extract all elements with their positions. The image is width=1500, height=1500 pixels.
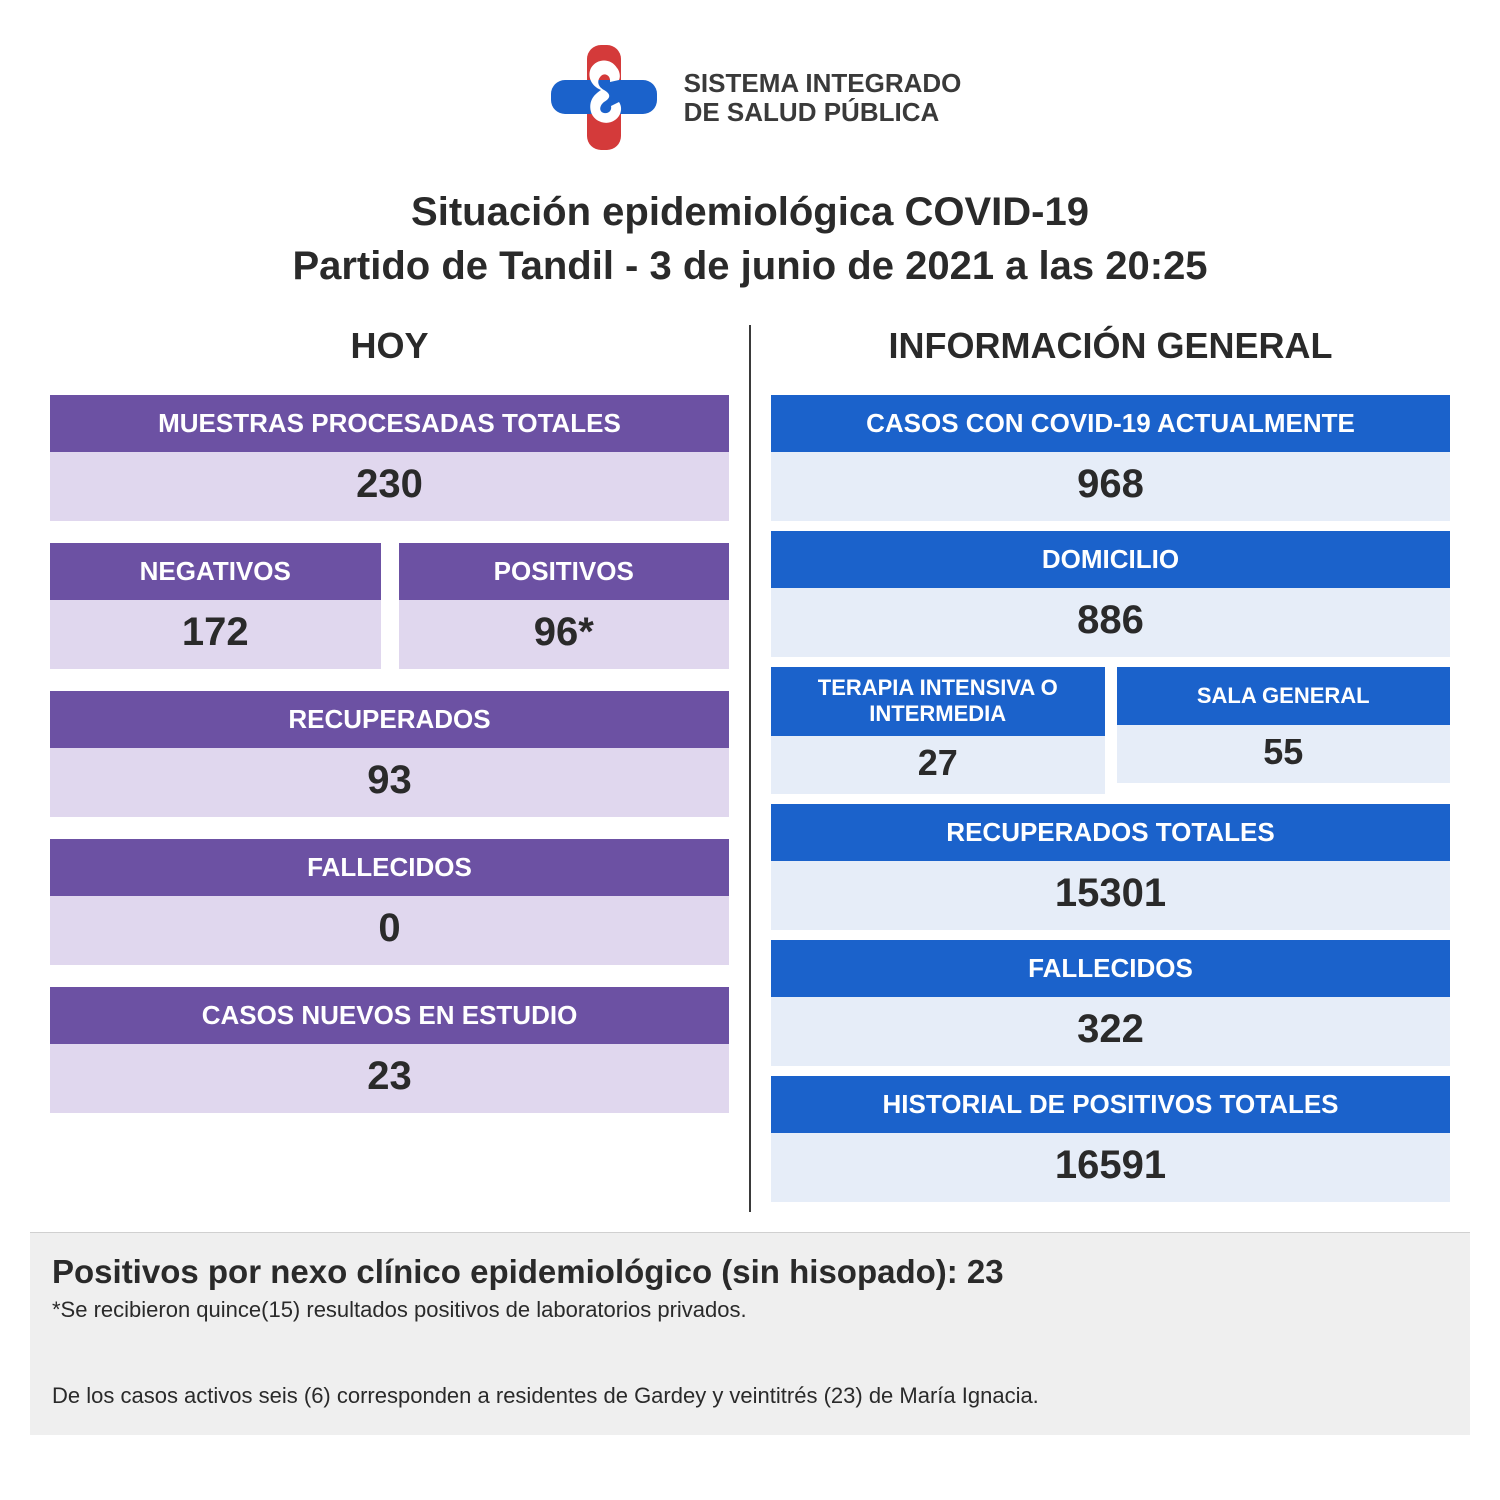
stat-hospital-pair: TERAPIA INTENSIVA O INTERMEDIA 27 SALA G… [771,667,1450,794]
stats-columns: HOY MUESTRAS PROCESADAS TOTALES 230 NEGA… [30,325,1470,1212]
stat-home: DOMICILIO 886 [771,531,1450,657]
footer-notes: Positivos por nexo clínico epidemiológic… [30,1232,1470,1435]
title-line2: Partido de Tandil - 3 de junio de 2021 a… [30,239,1470,293]
stat-neg-pos-pair: NEGATIVOS 172 POSITIVOS 96* [50,543,729,669]
stat-total-deaths-label: FALLECIDOS [771,940,1450,997]
stat-positives-label: POSITIVOS [399,543,730,600]
stat-recovered-value: 93 [50,748,729,817]
stat-icu: TERAPIA INTENSIVA O INTERMEDIA 27 [771,667,1105,794]
stat-total-recovered: RECUPERADOS TOTALES 15301 [771,804,1450,930]
stat-processed: MUESTRAS PROCESADAS TOTALES 230 [50,395,729,521]
stat-general-ward-value: 55 [1117,725,1451,783]
stat-total-positives-value: 16591 [771,1133,1450,1202]
footer-note-1: *Se recibieron quince(15) resultados pos… [52,1297,1448,1323]
footer-main-text: Positivos por nexo clínico epidemiológic… [52,1253,1448,1291]
stat-current-cases: CASOS CON COVID-19 ACTUALMENTE 968 [771,395,1450,521]
stat-negatives-value: 172 [50,600,381,669]
today-heading: HOY [50,325,729,367]
footer-note-2: De los casos activos seis (6) correspond… [52,1383,1448,1409]
stat-total-positives: HISTORIAL DE POSITIVOS TOTALES 16591 [771,1076,1450,1202]
column-today: HOY MUESTRAS PROCESADAS TOTALES 230 NEGA… [30,325,751,1212]
stat-current-cases-value: 968 [771,452,1450,521]
main-title: Situación epidemiológica COVID-19 Partid… [30,185,1470,293]
stat-new-cases-label: CASOS NUEVOS EN ESTUDIO [50,987,729,1044]
logo-text: SISTEMA INTEGRADO DE SALUD PÚBLICA [684,69,962,126]
stat-positives-value: 96* [399,600,730,669]
stat-new-cases-value: 23 [50,1044,729,1113]
stat-deaths-value: 0 [50,896,729,965]
stat-negatives-label: NEGATIVOS [50,543,381,600]
stat-total-deaths-value: 322 [771,997,1450,1066]
stat-deaths-label: FALLECIDOS [50,839,729,896]
health-cross-icon [539,40,669,155]
stat-total-recovered-value: 15301 [771,861,1450,930]
stat-positives: POSITIVOS 96* [399,543,730,669]
stat-general-ward-label: SALA GENERAL [1117,667,1451,725]
stat-deaths: FALLECIDOS 0 [50,839,729,965]
stat-negatives: NEGATIVOS 172 [50,543,381,669]
stat-recovered: RECUPERADOS 93 [50,691,729,817]
stat-total-positives-label: HISTORIAL DE POSITIVOS TOTALES [771,1076,1450,1133]
stat-new-cases: CASOS NUEVOS EN ESTUDIO 23 [50,987,729,1113]
stat-total-recovered-label: RECUPERADOS TOTALES [771,804,1450,861]
general-heading: INFORMACIÓN GENERAL [771,325,1450,367]
stat-current-cases-label: CASOS CON COVID-19 ACTUALMENTE [771,395,1450,452]
stat-home-label: DOMICILIO [771,531,1450,588]
column-general: INFORMACIÓN GENERAL CASOS CON COVID-19 A… [751,325,1470,1212]
stat-home-value: 886 [771,588,1450,657]
stat-general-ward: SALA GENERAL 55 [1117,667,1451,794]
header-logo: SISTEMA INTEGRADO DE SALUD PÚBLICA [30,40,1470,155]
stat-processed-value: 230 [50,452,729,521]
stat-total-deaths: FALLECIDOS 322 [771,940,1450,1066]
logo-text-line1: SISTEMA INTEGRADO [684,69,962,98]
stat-processed-label: MUESTRAS PROCESADAS TOTALES [50,395,729,452]
title-line1: Situación epidemiológica COVID-19 [30,185,1470,239]
stat-icu-label: TERAPIA INTENSIVA O INTERMEDIA [771,667,1105,736]
logo-text-line2: DE SALUD PÚBLICA [684,98,962,127]
stat-recovered-label: RECUPERADOS [50,691,729,748]
stat-icu-value: 27 [771,736,1105,794]
